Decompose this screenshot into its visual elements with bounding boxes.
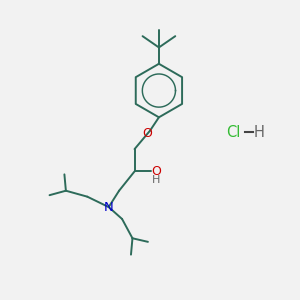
Text: N: N [104, 201, 114, 214]
Text: H: H [254, 125, 265, 140]
Text: O: O [143, 127, 153, 140]
Text: Cl: Cl [226, 125, 240, 140]
Text: H: H [152, 175, 160, 185]
Text: O: O [151, 165, 161, 178]
